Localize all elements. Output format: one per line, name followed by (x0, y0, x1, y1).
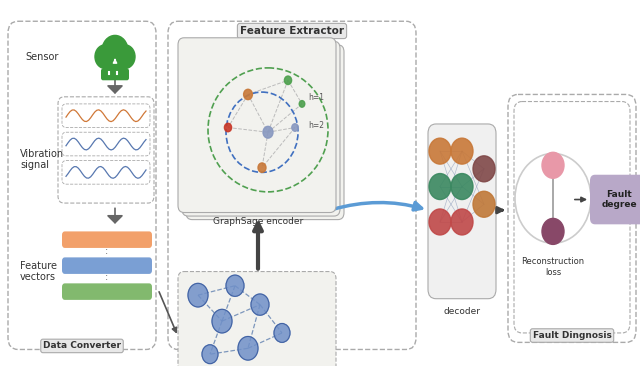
Circle shape (263, 126, 273, 138)
FancyBboxPatch shape (590, 175, 640, 224)
FancyBboxPatch shape (62, 257, 152, 274)
Text: Fault Dingnosis: Fault Dingnosis (532, 331, 611, 340)
Circle shape (202, 345, 218, 364)
Circle shape (300, 101, 305, 107)
Circle shape (451, 209, 473, 235)
Circle shape (429, 138, 451, 164)
FancyBboxPatch shape (182, 41, 340, 216)
Text: h=2: h=2 (308, 120, 324, 130)
Circle shape (473, 191, 495, 217)
Text: decoder: decoder (444, 307, 481, 316)
Circle shape (251, 294, 269, 315)
Circle shape (106, 54, 124, 75)
Text: GraphSage encoder: GraphSage encoder (213, 217, 303, 226)
FancyBboxPatch shape (62, 231, 152, 248)
FancyBboxPatch shape (178, 272, 336, 366)
Text: Sensor: Sensor (25, 52, 58, 61)
Circle shape (542, 219, 564, 244)
Text: Feature Extractor: Feature Extractor (240, 26, 344, 36)
Circle shape (473, 156, 495, 182)
FancyBboxPatch shape (101, 68, 129, 80)
Text: :: : (106, 246, 109, 257)
Text: Feature
vectors: Feature vectors (20, 261, 57, 282)
Text: h=1: h=1 (308, 93, 324, 102)
Circle shape (542, 152, 564, 178)
Circle shape (274, 324, 290, 342)
Circle shape (188, 283, 208, 307)
Circle shape (102, 36, 128, 66)
Circle shape (212, 309, 232, 333)
Circle shape (451, 138, 473, 164)
Text: Vibration
signal: Vibration signal (20, 149, 64, 170)
FancyBboxPatch shape (62, 283, 152, 300)
Circle shape (244, 89, 252, 100)
Circle shape (451, 173, 473, 199)
FancyBboxPatch shape (178, 38, 336, 213)
Circle shape (238, 336, 258, 360)
Circle shape (95, 45, 115, 68)
FancyBboxPatch shape (186, 45, 344, 220)
Circle shape (292, 124, 298, 131)
Circle shape (225, 123, 232, 132)
Circle shape (258, 163, 266, 172)
Text: Fault
degree: Fault degree (601, 190, 637, 209)
Text: Data Converter: Data Converter (43, 341, 121, 350)
Text: Reconstruction
loss: Reconstruction loss (522, 257, 584, 277)
FancyBboxPatch shape (428, 124, 496, 299)
Circle shape (429, 209, 451, 235)
Circle shape (284, 76, 292, 85)
Text: :: : (106, 272, 109, 283)
Circle shape (429, 173, 451, 199)
Circle shape (115, 45, 135, 68)
Circle shape (226, 275, 244, 296)
